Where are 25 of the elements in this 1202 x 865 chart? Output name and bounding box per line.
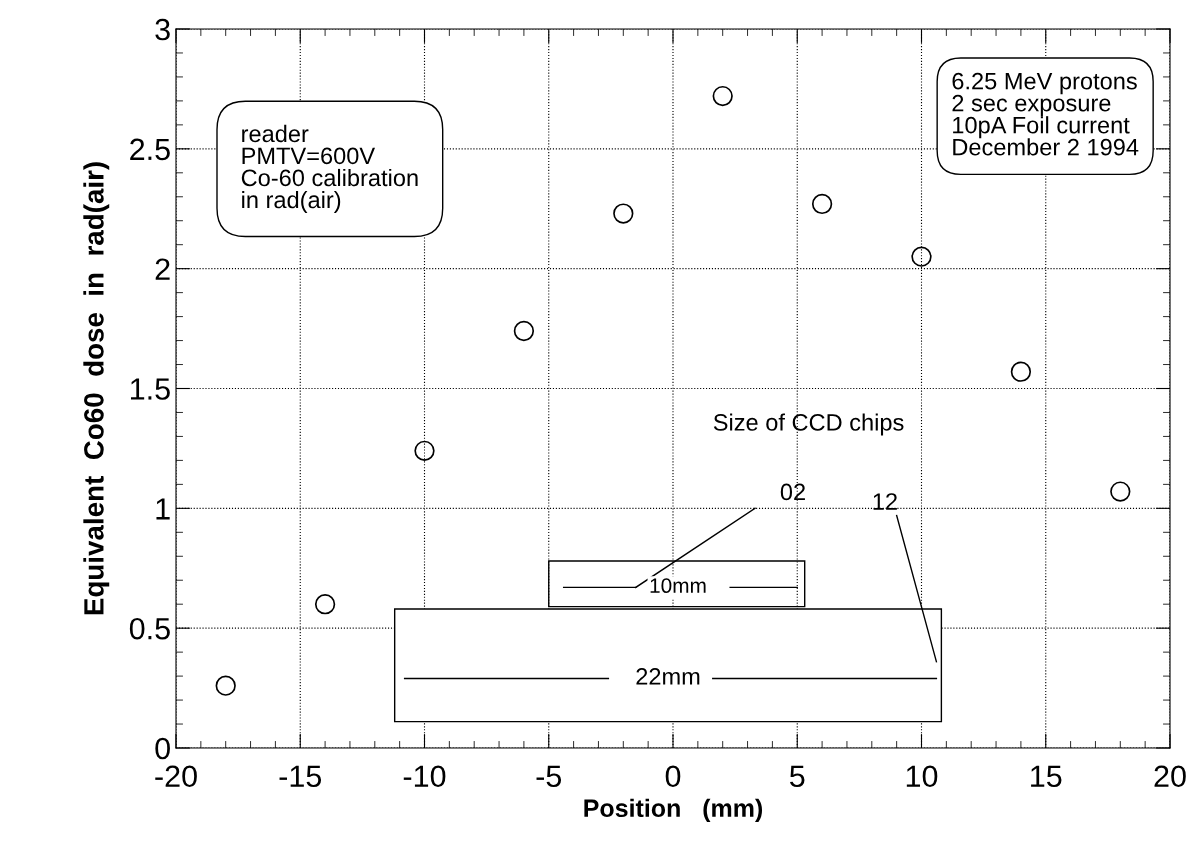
x-tick-label: 20 — [1154, 765, 1186, 788]
x-tick-label: -20 — [155, 765, 197, 788]
annotation: 02 — [780, 483, 805, 501]
y-tick-label: 0.5 — [129, 617, 170, 640]
y-tick-label: 2.5 — [130, 138, 170, 161]
x-tick-label: 15 — [1031, 765, 1062, 788]
annotation: 6.25 MeV protons 2 sec exposure 10pA Foil current December 2 1994 — [952, 72, 1139, 156]
x-tick-label: -15 — [279, 765, 322, 788]
annotation: 12 — [873, 493, 897, 510]
annotation: 22mm — [636, 668, 700, 685]
y-tick-label: 0 — [155, 737, 170, 760]
y-tick-label: 1 — [156, 498, 170, 520]
y-tick-label: 1.5 — [131, 378, 170, 400]
x-tick-label: 0 — [665, 765, 681, 788]
y-axis-title: Equivalent Co60 dose in rad(air) — [83, 162, 110, 615]
annotation: Size of CCD chips — [713, 413, 904, 436]
annotation: 10mm — [650, 578, 706, 594]
annotation: reader PMTV=600V Co-60 calibration in rad(air) — [241, 124, 418, 213]
x-tick-label: 10 — [906, 765, 938, 788]
x-tick-label: 5 — [789, 765, 805, 788]
x-tick-label: -5 — [536, 765, 562, 788]
y-tick-label: 2 — [155, 258, 170, 280]
x-axis-title: Position (mm) — [584, 798, 763, 823]
y-tick-label: 3 — [155, 18, 170, 41]
x-tick-label: -10 — [403, 765, 446, 788]
